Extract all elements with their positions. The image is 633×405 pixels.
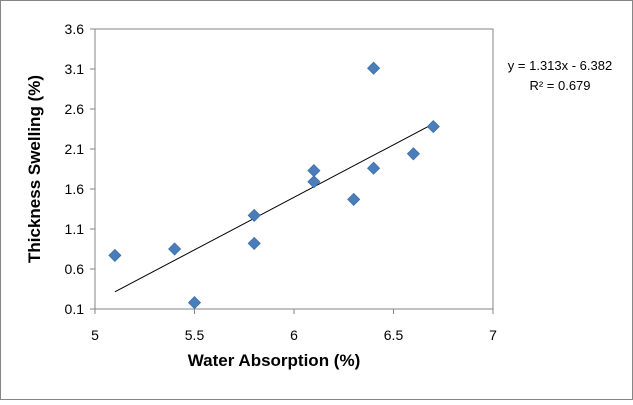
data-point-diamond [307, 175, 321, 189]
y-tick-label: 1.1 [65, 221, 85, 237]
data-point-diamond [406, 147, 420, 161]
trendline-layer [114, 123, 434, 293]
trendline-equation: y = 1.313x - 6.382 [508, 58, 612, 73]
data-point-diamond [367, 161, 381, 175]
data-point-diamond [247, 236, 261, 250]
trendline-r-squared: R² = 0.679 [529, 78, 590, 93]
data-point-diamond [108, 248, 122, 262]
x-tick-label: 7 [489, 327, 497, 343]
x-tick-label: 5.5 [185, 327, 205, 343]
data-point-diamond [426, 120, 440, 134]
x-tick-label: 5 [91, 327, 99, 343]
y-tick-label: 3.6 [65, 21, 85, 37]
data-point-diamond [187, 296, 202, 310]
y-axis-title: Thickness Swelling (%) [25, 75, 44, 263]
y-tick-label: 0.1 [65, 301, 85, 317]
y-tick-label: 1.6 [65, 181, 85, 197]
trendline [114, 123, 434, 293]
y-tick-label: 2.6 [65, 101, 85, 117]
x-tick-label: 6 [290, 327, 298, 343]
y-tick-label: 0.6 [65, 261, 85, 277]
y-tick-label: 2.1 [65, 141, 85, 157]
data-point-diamond [347, 192, 361, 206]
y-axis-ticks: 0.1 0.6 1.1 1.6 2.1 2.6 3.1 3.6 [65, 21, 95, 317]
x-tick-label: 6.5 [384, 327, 404, 343]
y-tick-label: 3.1 [65, 61, 85, 77]
data-point-diamond [168, 242, 182, 256]
data-point-diamond [247, 208, 261, 222]
x-axis-ticks: 5 5.5 6 6.5 7 [91, 309, 497, 343]
data-point-diamond [367, 61, 381, 75]
data-points-layer [108, 61, 440, 310]
x-axis-title: Water Absorption (%) [188, 351, 361, 370]
